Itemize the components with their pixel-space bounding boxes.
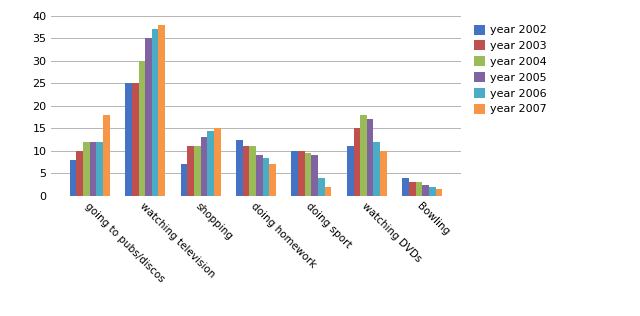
Bar (250, 146, 256, 196)
Bar (291, 151, 298, 196)
Bar (415, 182, 422, 196)
Bar (152, 29, 159, 196)
Bar (429, 187, 436, 196)
Legend: year 2002, year 2003, year 2004, year 2005, year 2006, year 2007: year 2002, year 2003, year 2004, year 20… (470, 21, 550, 118)
Bar (347, 146, 353, 196)
Bar (159, 25, 165, 196)
Bar (403, 178, 409, 196)
Bar (262, 158, 269, 196)
Bar (103, 115, 109, 196)
Bar (125, 83, 132, 196)
Bar (214, 128, 221, 196)
Bar (236, 140, 243, 196)
Bar (269, 164, 276, 196)
Bar (243, 146, 250, 196)
Bar (188, 146, 194, 196)
Bar (318, 178, 324, 196)
Bar (97, 142, 103, 196)
Bar (83, 142, 90, 196)
Bar (324, 187, 332, 196)
Bar (305, 153, 312, 196)
Bar (422, 185, 429, 196)
Bar (374, 142, 380, 196)
Bar (132, 83, 138, 196)
Bar (409, 182, 415, 196)
Bar (360, 115, 367, 196)
Bar (145, 38, 152, 196)
Bar (298, 151, 305, 196)
Bar (90, 142, 97, 196)
Bar (380, 151, 387, 196)
Bar (180, 164, 188, 196)
Bar (70, 160, 76, 196)
Bar (200, 137, 207, 196)
Bar (436, 189, 442, 196)
Bar (76, 151, 83, 196)
Bar (194, 146, 200, 196)
Bar (367, 119, 374, 196)
Bar (207, 131, 214, 196)
Bar (312, 155, 318, 196)
Bar (138, 61, 145, 196)
Bar (353, 128, 360, 196)
Bar (256, 155, 262, 196)
